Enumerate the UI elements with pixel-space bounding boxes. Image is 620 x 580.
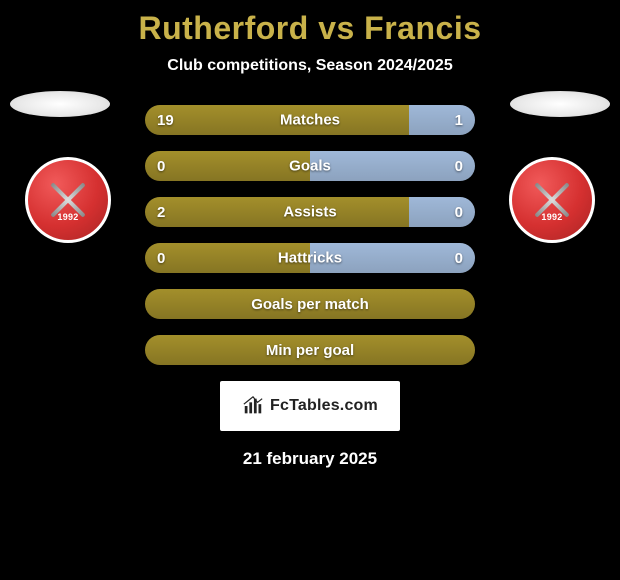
crest-left-circle: 1992 (25, 157, 111, 243)
stat-row-min-per-goal: Min per goal (145, 335, 475, 365)
stat-right-value: 0 (310, 151, 475, 181)
stat-row-goals-per-match: Goals per match (145, 289, 475, 319)
stat-bar-full: Min per goal (145, 335, 475, 365)
crest-right: 1992 (502, 150, 602, 250)
page-title: Rutherford vs Francis (0, 10, 620, 47)
stat-left-value: 19 (145, 105, 409, 135)
main-area: 1992 1992 191Matches00Goals20Assists00Ha… (0, 105, 620, 469)
stat-row-assists: 20Assists (145, 197, 475, 227)
stat-left-value: 2 (145, 197, 409, 227)
ellipse-right (510, 91, 610, 117)
brand-text: FcTables.com (270, 397, 378, 415)
stat-right-value: 1 (409, 105, 475, 135)
stat-right-value-text: 0 (455, 250, 463, 267)
stat-right-value-text: 0 (455, 158, 463, 175)
brand-box: FcTables.com (220, 381, 400, 431)
stat-right-value-text: 1 (455, 112, 463, 129)
stat-row-matches: 191Matches (145, 105, 475, 135)
stat-left-value: 0 (145, 243, 310, 273)
stat-right-value-text: 0 (455, 204, 463, 221)
stat-left-value-text: 2 (157, 204, 165, 221)
stat-right-value: 0 (409, 197, 475, 227)
root: Rutherford vs Francis Club competitions,… (0, 0, 620, 469)
date-line: 21 february 2025 (0, 449, 620, 469)
page-subtitle: Club competitions, Season 2024/2025 (0, 57, 620, 75)
stat-left-value-text: 0 (157, 158, 165, 175)
stat-left-value-text: 0 (157, 250, 165, 267)
stat-row-goals: 00Goals (145, 151, 475, 181)
crest-right-circle: 1992 (509, 157, 595, 243)
crest-left: 1992 (18, 150, 118, 250)
stat-left-value-text: 19 (157, 112, 174, 129)
stat-right-value: 0 (310, 243, 475, 273)
crest-left-year: 1992 (57, 213, 78, 223)
crest-right-year: 1992 (541, 213, 562, 223)
stat-left-value: 0 (145, 151, 310, 181)
stat-row-hattricks: 00Hattricks (145, 243, 475, 273)
ellipse-left (10, 91, 110, 117)
stat-bar-full: Goals per match (145, 289, 475, 319)
stats-bars: 191Matches00Goals20Assists00HattricksGoa… (145, 105, 475, 365)
chart-icon (242, 395, 264, 417)
